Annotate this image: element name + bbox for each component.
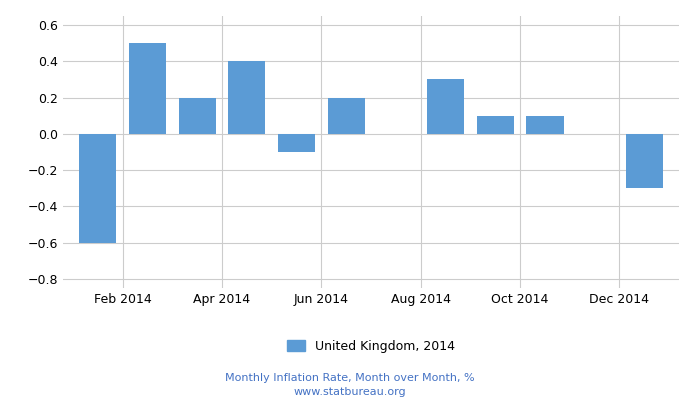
Bar	[278, 134, 315, 152]
Text: Monthly Inflation Rate, Month over Month, %: Monthly Inflation Rate, Month over Month…	[225, 373, 475, 383]
Bar	[626, 134, 663, 188]
Bar	[477, 116, 514, 134]
Text: www.statbureau.org: www.statbureau.org	[294, 387, 406, 397]
Bar	[79, 134, 116, 243]
Bar	[427, 80, 464, 134]
Bar	[328, 98, 365, 134]
Bar	[129, 43, 166, 134]
Bar	[178, 98, 216, 134]
Bar	[526, 116, 564, 134]
Legend: United Kingdom, 2014: United Kingdom, 2014	[281, 335, 461, 358]
Bar	[228, 61, 265, 134]
